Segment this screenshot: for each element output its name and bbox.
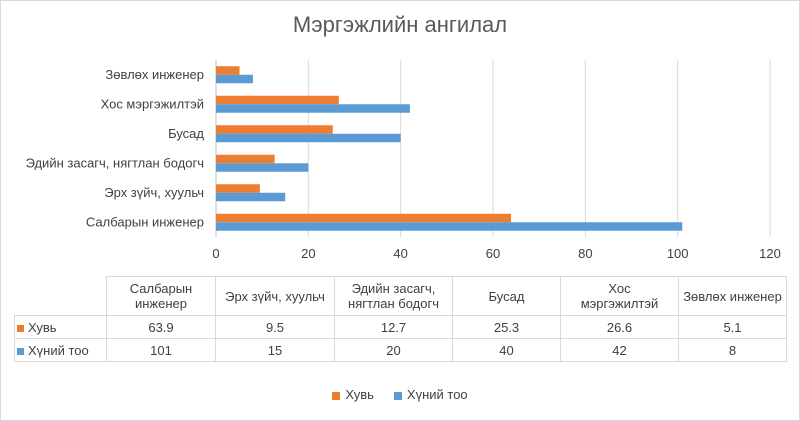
x-tick-label: 100 (667, 246, 689, 261)
table-cell: 63.9 (106, 315, 216, 339)
legend-item: Хүний тоо (393, 387, 468, 402)
table-cell: 42 (560, 338, 679, 362)
legend-item: Хувь (332, 387, 374, 402)
bar-count-1 (216, 192, 286, 202)
table-cell: 9.5 (215, 315, 335, 339)
data-table: Салбарын инженер Эрх зүйч, хуульч Эдийн зас… (14, 276, 787, 362)
legend-swatch (393, 391, 402, 400)
table-row-header: Хүний тоо (14, 338, 107, 362)
bar-count-3 (216, 133, 401, 143)
legend-key (17, 347, 24, 355)
bar-percent-2 (216, 154, 275, 164)
x-tick-label: 20 (301, 246, 315, 261)
legend-key (17, 324, 24, 332)
bar-chart: Салбарын инженер Эрх зүйч, хуульч Эдийн за… (26, 60, 781, 261)
table-cell: 15 (215, 338, 335, 362)
bar-count-4 (216, 104, 410, 113)
table-row-header: Хувь (14, 315, 107, 339)
bar-percent-3 (216, 125, 333, 134)
table-cell: 25.3 (452, 315, 561, 339)
x-tick-label: 0 (212, 246, 219, 261)
bar-count-0 (216, 222, 683, 231)
category-label: Эдийн засагч, нягтлан бодогч (26, 155, 204, 170)
bar-marks (216, 66, 683, 231)
table-cell: 101 (106, 338, 216, 362)
x-tick-label: 80 (578, 246, 592, 261)
x-tick-label: 60 (486, 246, 500, 261)
table-row: Хүний тоо 101 15 20 40 42 8 (14, 338, 787, 362)
table-row: Хувь 63.9 9.5 12.7 25.3 26.6 5.1 (14, 315, 787, 339)
table-column-header: Хос мэргэжилтэй (560, 276, 679, 316)
chart-title: Мэргэжлийн ангилал (292, 12, 508, 37)
series-name: Хувь (28, 319, 57, 335)
bar-percent-5 (216, 66, 240, 75)
category-label: Зөвлөх инженер (105, 67, 204, 82)
category-labels: Салбарын инженер Эрх зүйч, хуульч Эдийн за… (26, 67, 205, 230)
table-column-header: Эрх зүйч, хуульч (215, 276, 335, 316)
series-name: Хүний тоо (28, 342, 89, 358)
bar-count-5 (216, 74, 253, 84)
table-column-header: Зөвлөх инженер (678, 276, 787, 316)
bar-percent-1 (216, 184, 260, 193)
table-cell: 20 (334, 338, 453, 362)
table-cell: 26.6 (560, 315, 679, 339)
gridlines (215, 60, 771, 237)
table-cell: 12.7 (334, 315, 453, 339)
table-cell: 8 (678, 338, 787, 362)
legend-swatch (332, 391, 341, 400)
table-cell: 40 (452, 338, 561, 362)
table-column-header: Салбарын инженер (106, 276, 216, 316)
table-corner (14, 276, 107, 316)
bar-percent-0 (216, 213, 512, 223)
table-column-header: Эдийн засагч, нягтлан бодогч (334, 276, 453, 316)
chart-legend: Хувь Хүний тоо (0, 387, 800, 402)
data-table-header-row: Салбарын инженер Эрх зүйч, хуульч Эдийн зас… (14, 276, 787, 316)
table-cell: 5.1 (678, 315, 787, 339)
x-tick-labels: 0 20 40 60 80 100 120 (212, 246, 780, 261)
x-tick-label: 40 (393, 246, 407, 261)
category-label: Эрх зүйч, хуульч (104, 185, 204, 200)
bar-percent-4 (216, 95, 339, 105)
legend-label: Хувь (345, 387, 374, 402)
table-column-header: Бусад (452, 276, 561, 316)
bar-count-2 (216, 163, 309, 172)
category-label: Салбарын инженер (86, 214, 204, 229)
x-tick-label: 120 (759, 246, 781, 261)
legend-label: Хүний тоо (406, 387, 468, 402)
category-label: Бусад (168, 126, 204, 141)
category-label: Хос мэргэжилтэй (101, 96, 204, 111)
